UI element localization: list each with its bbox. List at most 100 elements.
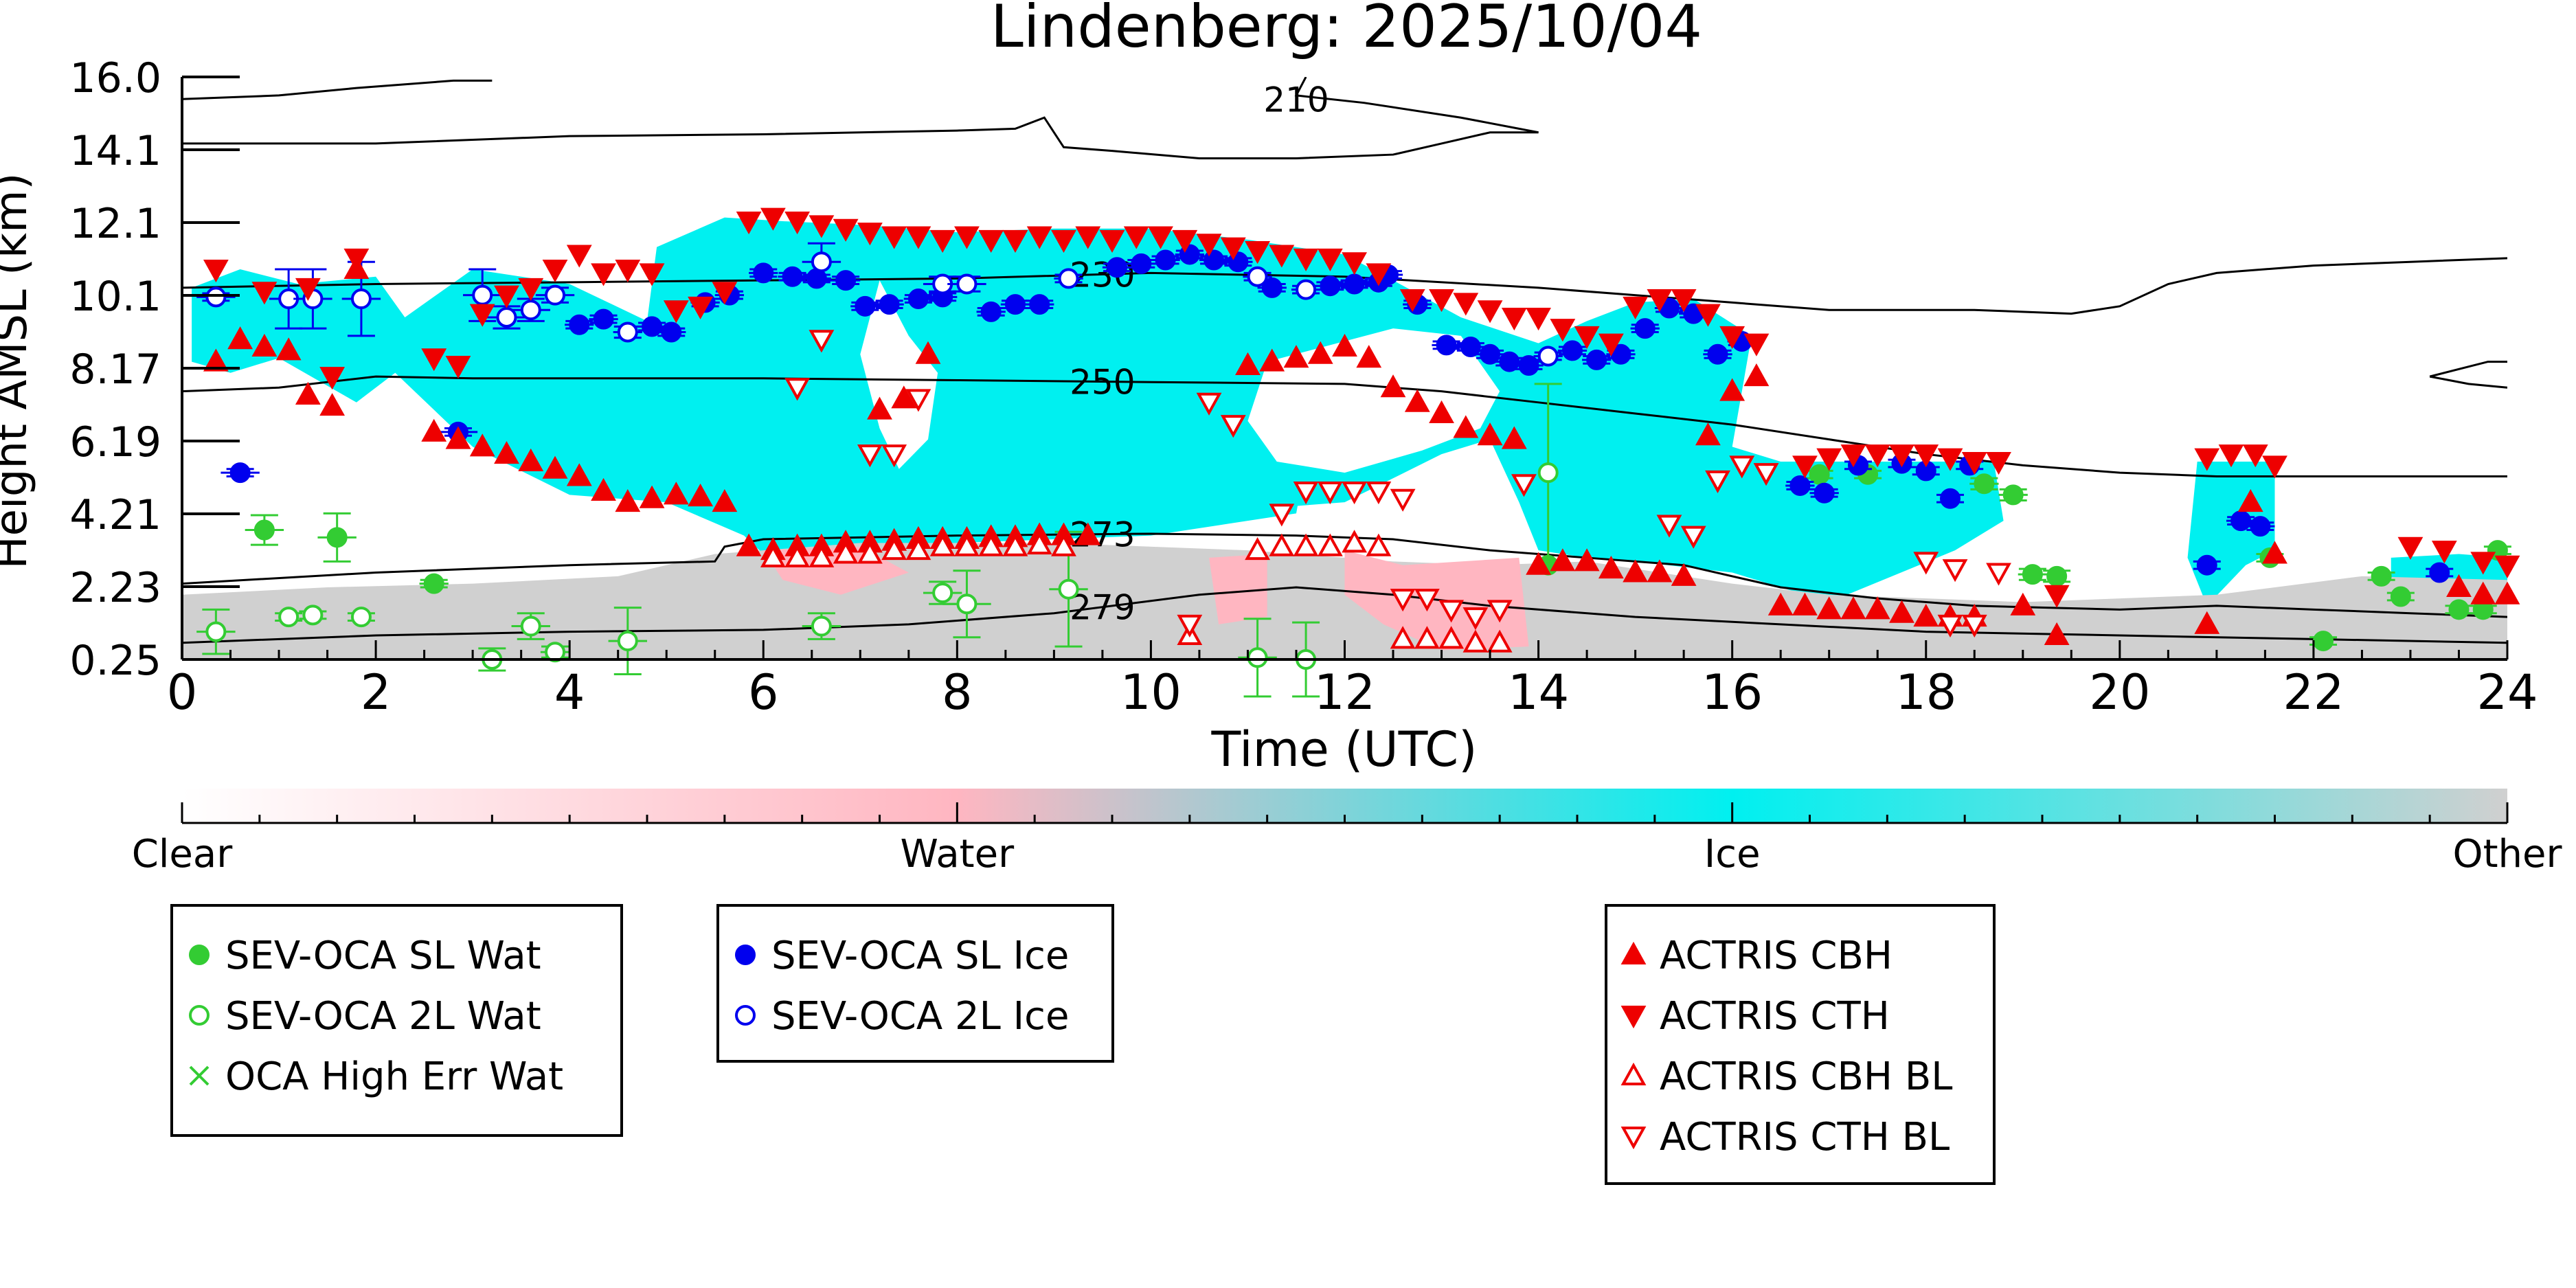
actris-cth-point bbox=[1986, 451, 2011, 475]
sev-oca-sl-wat-point bbox=[2371, 565, 2392, 587]
field-ice-clear-gap-1 bbox=[860, 280, 938, 469]
actris-cbh-point bbox=[639, 485, 665, 508]
sev-oca-2l-ice-point bbox=[617, 321, 638, 343]
actris-cbh-point bbox=[1526, 552, 1551, 575]
contour-line-3 bbox=[2429, 361, 2507, 378]
actris-cth-bl-point bbox=[1729, 455, 1755, 479]
y-tick-label: 6.19 bbox=[69, 418, 161, 466]
sev-oca-sl-ice-point bbox=[1029, 294, 1050, 315]
sev-oca-2l-wat-point bbox=[205, 621, 227, 642]
sev-oca-2l-wat-point bbox=[545, 642, 566, 663]
sev-oca-2l-ice-point bbox=[350, 289, 372, 310]
actris-cbh-point bbox=[494, 441, 519, 464]
sev-oca-sl-ice-point bbox=[1131, 253, 1152, 274]
sev-oca-sl-wat-point bbox=[1974, 473, 1995, 495]
actris-cth-bl-point bbox=[1220, 415, 1246, 438]
sev-oca-sl-ice-point bbox=[2250, 516, 2271, 537]
series-sev-oca-2l-ice bbox=[196, 242, 1563, 367]
actris-cth-point bbox=[1002, 229, 1028, 253]
actris-cbh-point bbox=[542, 455, 568, 479]
actris-cth-point bbox=[2470, 552, 2496, 575]
sev-oca-sl-wat-point bbox=[2046, 565, 2068, 587]
colorbar-label-water: Water bbox=[901, 832, 1015, 877]
y-tick-label: 16.0 bbox=[69, 54, 161, 102]
y-tick-label: 4.21 bbox=[69, 491, 161, 539]
actris-cth-point bbox=[2242, 444, 2268, 468]
sev-oca-sl-ice-point bbox=[1155, 249, 1176, 271]
field-ice bbox=[192, 217, 2004, 602]
sev-oca-sl-wat-point bbox=[423, 573, 444, 594]
sev-oca-sl-ice-point bbox=[1480, 343, 1501, 365]
series-actris-cth-bl bbox=[784, 330, 2011, 637]
actris-cth-bl-point bbox=[857, 444, 883, 468]
actris-cth-point bbox=[1501, 307, 1527, 331]
actris-cth-point bbox=[542, 259, 568, 283]
contour-label-250: 250 bbox=[1070, 363, 1135, 403]
actris-cbh-point bbox=[319, 393, 346, 416]
sev-oca-sl-ice-point bbox=[1460, 337, 1481, 358]
actris-cth-point bbox=[319, 367, 346, 390]
actris-cth-point bbox=[1792, 455, 1818, 479]
actris-cth-bl-point bbox=[1414, 589, 1440, 612]
actris-cth-point bbox=[1816, 448, 1842, 471]
sev-oca-sl-ice-point bbox=[1634, 318, 1656, 339]
sev-oca-sl-wat-point bbox=[2448, 599, 2470, 620]
legend-marker-sev-oca-2l-ice bbox=[735, 1005, 756, 1026]
legend-label-actris-cbh-bl: ACTRIS CBH BL bbox=[1660, 1054, 1952, 1099]
sev-oca-2l-ice-point bbox=[545, 284, 566, 306]
y-tick-label: 2.23 bbox=[69, 564, 161, 612]
actris-cth-point bbox=[469, 304, 495, 327]
x-tick-label: 12 bbox=[1314, 664, 1375, 721]
actris-cth-point bbox=[1220, 237, 1246, 260]
actris-cth-point bbox=[1172, 229, 1198, 253]
actris-cbh-bl-point bbox=[1293, 533, 1319, 556]
actris-cbh-point bbox=[1647, 559, 1673, 583]
contour-line-2 bbox=[182, 257, 2507, 315]
actris-cth-point bbox=[1647, 289, 1673, 313]
sev-oca-sl-ice-point bbox=[1561, 340, 1583, 361]
sev-oca-sl-ice-point bbox=[1320, 275, 1341, 297]
sev-oca-sl-ice-point bbox=[1344, 273, 1365, 295]
legend-frame bbox=[170, 904, 623, 1137]
legend-label-oca-high-err-wat: OCA High Err Wat bbox=[225, 1054, 563, 1099]
sev-oca-sl-wat-point bbox=[2390, 586, 2411, 607]
actris-cth-point bbox=[784, 211, 811, 235]
contour-label-273: 273 bbox=[1070, 515, 1135, 555]
actris-cth-point bbox=[518, 278, 544, 302]
sev-oca-2l-wat-point bbox=[350, 607, 372, 628]
actris-cth-point bbox=[1075, 226, 1101, 249]
legend-marker-sev-oca-2l-wat bbox=[189, 1005, 210, 1026]
sev-oca-2l-ice-point bbox=[496, 306, 517, 328]
legend-label-sev-oca-sl-wat: SEV-OCA SL Wat bbox=[225, 934, 541, 978]
actris-cth-bl-point bbox=[1177, 614, 1203, 637]
actris-cth-bl-point bbox=[1942, 559, 1968, 583]
sev-oca-2l-ice-point bbox=[472, 284, 493, 306]
actris-cbh-point bbox=[1501, 426, 1527, 449]
sev-oca-2l-wat-point bbox=[278, 607, 300, 628]
actris-cth-point bbox=[1366, 263, 1392, 286]
legend-2: SEV-OCA SL Ice SEV-OCA 2L Ice bbox=[716, 904, 1114, 1063]
actris-cbh-bl-point bbox=[1487, 629, 1513, 653]
actris-cbh-point bbox=[1307, 341, 1333, 364]
sev-oca-sl-ice-point bbox=[1107, 257, 1128, 278]
actris-cth-bl-point bbox=[1656, 515, 1682, 538]
actris-cth-point bbox=[2044, 585, 2070, 608]
actris-cbh-point bbox=[1598, 555, 1624, 579]
legend-label-sev-oca-2l-ice: SEV-OCA 2L Ice bbox=[771, 994, 1069, 1039]
actris-cbh-point bbox=[2494, 581, 2520, 605]
sev-oca-sl-ice-point bbox=[835, 270, 857, 291]
sev-oca-2l-ice-point bbox=[1296, 279, 1317, 300]
actris-cth-point bbox=[2397, 536, 2424, 560]
actris-cth-point bbox=[1719, 326, 1745, 350]
actris-cbh-point bbox=[566, 463, 592, 486]
sev-oca-sl-wat-point bbox=[2313, 631, 2334, 652]
actris-cth-point bbox=[833, 218, 859, 242]
actris-cbh-bl-point bbox=[881, 537, 907, 561]
legend-frame bbox=[1605, 904, 1996, 1185]
actris-cth-point bbox=[2218, 444, 2244, 468]
actris-cth-point bbox=[1598, 333, 1624, 357]
actris-cth-point bbox=[1961, 451, 1987, 475]
actris-cbh-bl-point bbox=[1269, 533, 1295, 556]
x-tick-label: 14 bbox=[1508, 664, 1569, 721]
actris-cth-point bbox=[1623, 296, 1649, 319]
